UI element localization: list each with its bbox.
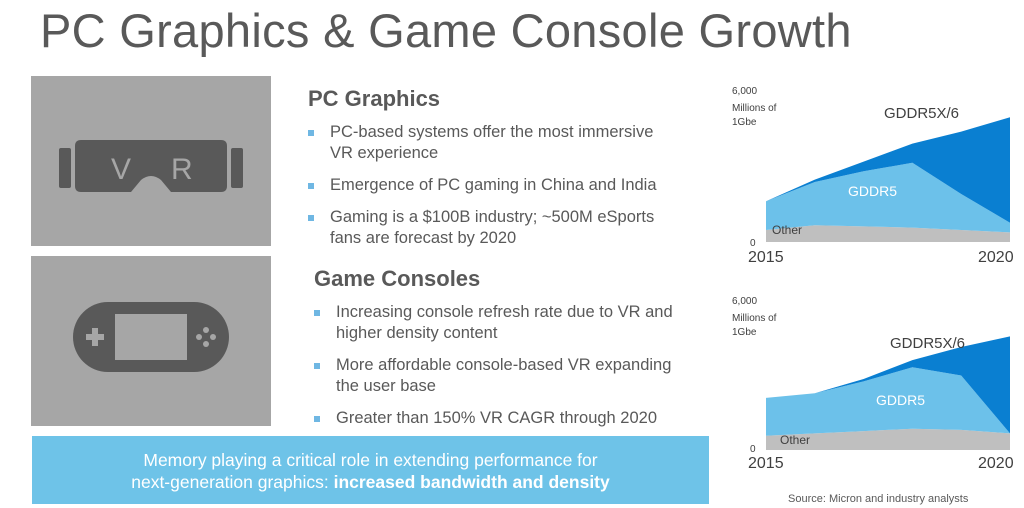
series-area-gddr5x-6 xyxy=(766,336,1010,434)
game-console-chart: Other GDDR5 GDDR5X/6 6,000 Millions of 1Gbe 0 2… xyxy=(728,290,1024,480)
banner-line-2-prefix: next-generation graphics: xyxy=(131,472,334,492)
series-area-gddr5 xyxy=(766,367,1010,436)
series-area-gddr5x-6 xyxy=(766,117,1010,223)
series-area-gddr5 xyxy=(766,162,1010,233)
console-icon-panel xyxy=(31,256,271,426)
y-tick-label: 0 xyxy=(750,238,756,249)
list-item: Increasing console refresh rate due to V… xyxy=(314,302,694,344)
banner-line-2-bold: increased bandwidth and density xyxy=(333,472,610,492)
list-item: PC-based systems offer the most immersiv… xyxy=(308,122,678,164)
series-label: GDDR5X/6 xyxy=(884,105,959,122)
list-item: Greater than 150% VR CAGR through 2020 xyxy=(314,408,694,429)
gamepad-icon xyxy=(73,302,229,372)
y-axis-label: Millions of xyxy=(732,103,777,114)
pc-graphics-chart: Other GDDR5 GDDR5X/6 6,000 Millions of 1Gbe 0 2… xyxy=(728,80,1024,270)
series-label: Other xyxy=(772,223,802,237)
y-tick-label: 6,000 xyxy=(732,86,757,97)
memory-banner: Memory playing a critical role in extend… xyxy=(32,436,709,504)
x-tick-label: 2015 xyxy=(748,455,784,472)
x-tick-label: 2020 xyxy=(978,249,1014,266)
game-consoles-bullets: Increasing console refresh rate due to V… xyxy=(314,302,694,440)
series-label: GDDR5 xyxy=(848,183,897,199)
page-title: PC Graphics & Game Console Growth xyxy=(40,4,852,57)
x-tick-label: 2020 xyxy=(978,455,1014,472)
y-axis-label: 1Gbe xyxy=(732,117,757,128)
source-note: Source: Micron and industry analysts xyxy=(788,493,969,505)
banner-line-2: next-generation graphics: increased band… xyxy=(32,471,709,493)
y-tick-label: 0 xyxy=(750,444,756,455)
series-area-other xyxy=(766,428,1010,450)
series-label: Other xyxy=(780,433,810,447)
pc-graphics-heading: PC Graphics xyxy=(308,86,441,111)
y-axis-label: Millions of xyxy=(732,313,777,324)
vr-letter-r: R xyxy=(171,153,193,186)
series-label: GDDR5X/6 xyxy=(890,335,965,352)
y-axis-label: 1Gbe xyxy=(732,327,757,338)
list-item: Emergence of PC gaming in China and Indi… xyxy=(308,175,678,196)
series-area-other xyxy=(766,225,1010,242)
x-tick-label: 2015 xyxy=(748,249,784,266)
game-consoles-heading: Game Consoles xyxy=(314,266,481,291)
pc-graphics-bullets: PC-based systems offer the most immersiv… xyxy=(308,122,678,260)
banner-line-1: Memory playing a critical role in extend… xyxy=(143,450,598,470)
vr-headset-icon: V R xyxy=(59,140,243,192)
list-item: Gaming is a $100B industry; ~500M eSport… xyxy=(308,207,678,249)
vr-letter-v: V xyxy=(111,153,131,186)
series-label: GDDR5 xyxy=(876,392,925,408)
list-item: More affordable console-based VR expandi… xyxy=(314,355,694,397)
y-tick-label: 6,000 xyxy=(732,296,757,307)
vr-icon-panel: V R xyxy=(31,76,271,246)
